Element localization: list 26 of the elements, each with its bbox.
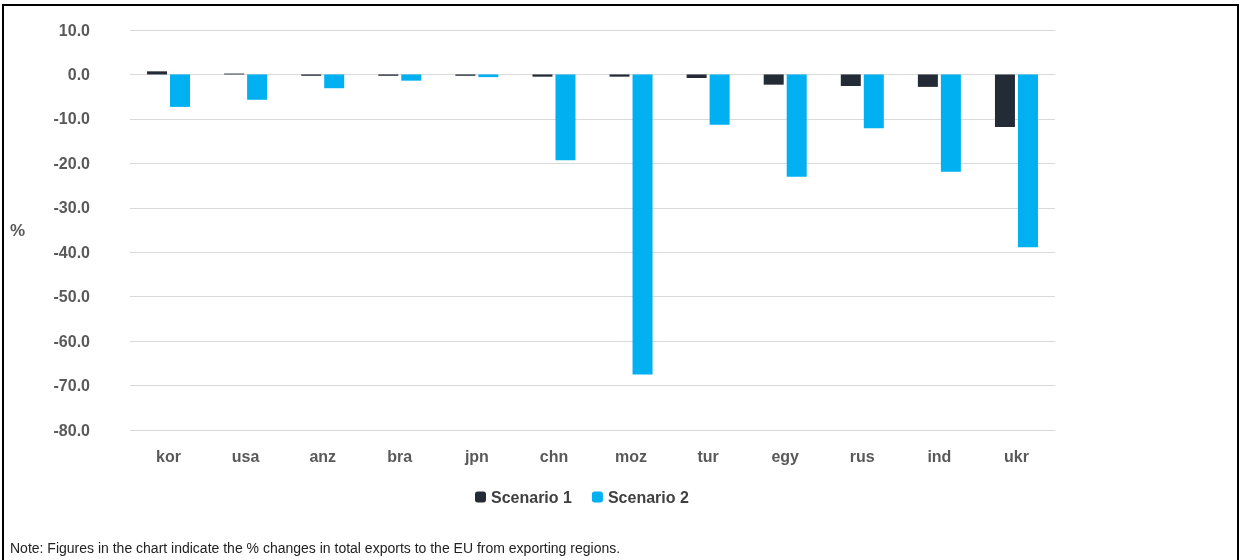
x-tick-label: kor (156, 447, 181, 465)
y-tick-label: -10.0 (53, 110, 91, 128)
x-tick-label: anz (309, 447, 337, 465)
x-tick-label: moz (615, 447, 648, 465)
y-tick-label: -60.0 (53, 332, 91, 350)
y-tick-label: -80.0 (53, 421, 91, 439)
y-tick-label: -50.0 (53, 288, 91, 306)
y-tick-label: -30.0 (53, 199, 91, 217)
text: Note: Figures in the chart indicate the % changes in total exports to the EU from exporting regions. (10, 540, 621, 556)
legend-label: Scenario 2 (607, 488, 689, 506)
y-tick-label: -40.0 (53, 243, 91, 261)
x-tick-label: jpn (463, 447, 489, 465)
y-tick-label: -20.0 (53, 154, 91, 172)
y-tick-label: -70.0 (53, 377, 91, 395)
x-tick-label: ind (927, 447, 952, 465)
x-tick-label: usa (231, 447, 260, 465)
x-tick-label: ukr (1004, 447, 1029, 465)
y-axis-title: % (9, 220, 25, 240)
legend-label: Scenario 1 (491, 488, 573, 506)
x-tick-label: egy (771, 447, 800, 465)
x-tick-label: tur (697, 447, 719, 465)
x-tick-label: rus (849, 447, 875, 465)
y-tick-label: 0.0 (67, 65, 91, 83)
x-tick-label: bra (387, 447, 413, 465)
x-tick-label: chn (539, 447, 569, 465)
y-tick-label: 10.0 (58, 21, 91, 39)
